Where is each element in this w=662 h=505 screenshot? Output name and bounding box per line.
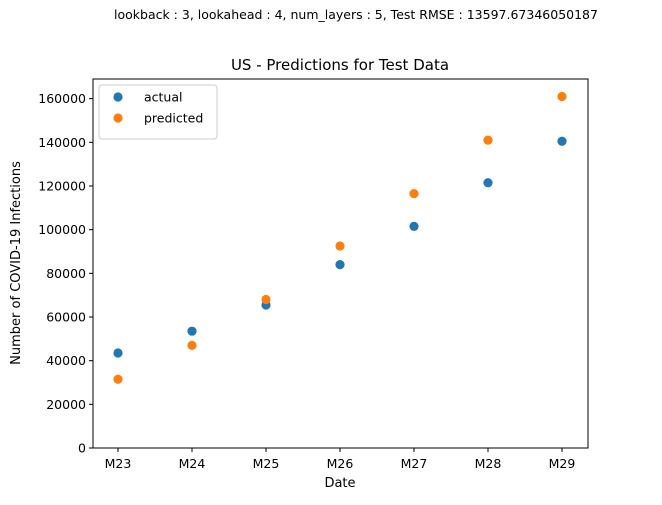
- predicted-point: [187, 340, 197, 350]
- y-tick-label: 80000: [46, 266, 86, 281]
- y-tick-label: 0: [78, 441, 86, 456]
- y-tick-label: 100000: [38, 222, 86, 237]
- actual-point: [409, 221, 419, 231]
- legend-label-predicted: predicted: [144, 111, 203, 126]
- x-tick-label: M26: [327, 456, 354, 471]
- predicted-point: [261, 294, 271, 305]
- y-tick-label: 60000: [46, 309, 86, 324]
- actual-point: [483, 178, 493, 188]
- predicted-point: [335, 241, 345, 251]
- legend-box: [98, 84, 218, 140]
- legend-marker-predicted: [113, 113, 123, 123]
- legend-marker-actual: [113, 92, 123, 102]
- y-tick-label: 40000: [46, 353, 86, 368]
- x-tick-label: M29: [549, 456, 576, 471]
- y-axis-label: Number of COVID-19 Infections: [9, 161, 24, 365]
- y-tick-label: 120000: [38, 178, 86, 193]
- chart-legend: actual predicted: [98, 84, 218, 140]
- actual-point: [335, 259, 345, 270]
- y-tick-label: 140000: [38, 135, 86, 150]
- chart-suptitle: lookback : 3, lookahead : 4, num_layers …: [114, 7, 598, 22]
- plot-area-frame: [92, 78, 589, 449]
- x-tick-label: M28: [475, 456, 502, 471]
- x-tick-label: M27: [401, 456, 428, 471]
- x-tick-label: M25: [253, 456, 280, 471]
- actual-point: [557, 136, 567, 146]
- predicted-point: [557, 91, 567, 102]
- x-tick-label: M24: [179, 456, 206, 471]
- y-tick-label: 160000: [38, 91, 86, 106]
- y-tick-label: 20000: [46, 397, 86, 412]
- actual-point: [113, 348, 123, 358]
- predicted-point: [483, 135, 493, 145]
- legend-label-actual: actual: [144, 90, 183, 105]
- predicted-point: [409, 189, 419, 199]
- chart-title: US - Predictions for Test Data: [231, 56, 449, 74]
- predicted-point: [113, 374, 123, 384]
- x-tick-label: M23: [105, 456, 132, 471]
- x-axis-label: Date: [324, 476, 355, 491]
- actual-point: [187, 326, 197, 336]
